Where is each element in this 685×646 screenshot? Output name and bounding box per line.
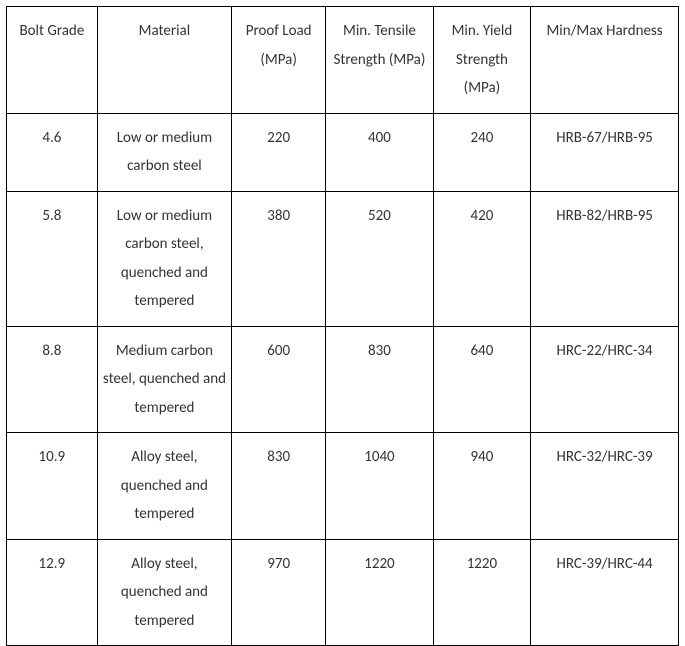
cell-yield: 640 (433, 326, 530, 433)
header-material: Material (97, 7, 231, 114)
cell-tensile: 830 (326, 326, 434, 433)
cell-material: Low or medium carbon steel (97, 113, 231, 191)
cell-proof: 970 (232, 539, 326, 646)
cell-proof: 220 (232, 113, 326, 191)
cell-grade: 8.8 (7, 326, 98, 433)
table-body: 4.6 Low or medium carbon steel 220 400 2… (7, 113, 679, 646)
cell-yield: 1220 (433, 539, 530, 646)
cell-material: Alloy steel, quenched and tempered (97, 433, 231, 540)
cell-yield: 940 (433, 433, 530, 540)
header-grade: Bolt Grade (7, 7, 98, 114)
cell-tensile: 400 (326, 113, 434, 191)
cell-material: Low or medium carbon steel, quenched and… (97, 191, 231, 326)
cell-tensile: 520 (326, 191, 434, 326)
cell-proof: 600 (232, 326, 326, 433)
header-yield: Min. Yield Strength (MPa) (433, 7, 530, 114)
table-row: 4.6 Low or medium carbon steel 220 400 2… (7, 113, 679, 191)
cell-hardness: HRB-82/HRB-95 (531, 191, 679, 326)
table-row: 8.8 Medium carbon steel, quenched and te… (7, 326, 679, 433)
cell-hardness: HRC-39/HRC-44 (531, 539, 679, 646)
cell-tensile: 1040 (326, 433, 434, 540)
table-header: Bolt Grade Material Proof Load (MPa) Min… (7, 7, 679, 114)
table-row: 10.9 Alloy steel, quenched and tempered … (7, 433, 679, 540)
cell-yield: 240 (433, 113, 530, 191)
cell-material: Alloy steel, quenched and tempered (97, 539, 231, 646)
cell-hardness: HRC-22/HRC-34 (531, 326, 679, 433)
bolt-properties-table: Bolt Grade Material Proof Load (MPa) Min… (6, 6, 679, 646)
cell-grade: 5.8 (7, 191, 98, 326)
header-proof-load: Proof Load (MPa) (232, 7, 326, 114)
cell-grade: 4.6 (7, 113, 98, 191)
header-hardness: Min/Max Hardness (531, 7, 679, 114)
table-row: 12.9 Alloy steel, quenched and tempered … (7, 539, 679, 646)
header-row: Bolt Grade Material Proof Load (MPa) Min… (7, 7, 679, 114)
cell-material: Medium carbon steel, quenched and temper… (97, 326, 231, 433)
cell-grade: 10.9 (7, 433, 98, 540)
table-row: 5.8 Low or medium carbon steel, quenched… (7, 191, 679, 326)
cell-proof: 380 (232, 191, 326, 326)
cell-hardness: HRC-32/HRC-39 (531, 433, 679, 540)
cell-hardness: HRB-67/HRB-95 (531, 113, 679, 191)
cell-tensile: 1220 (326, 539, 434, 646)
cell-proof: 830 (232, 433, 326, 540)
cell-yield: 420 (433, 191, 530, 326)
header-tensile: Min. Tensile Strength (MPa) (326, 7, 434, 114)
cell-grade: 12.9 (7, 539, 98, 646)
